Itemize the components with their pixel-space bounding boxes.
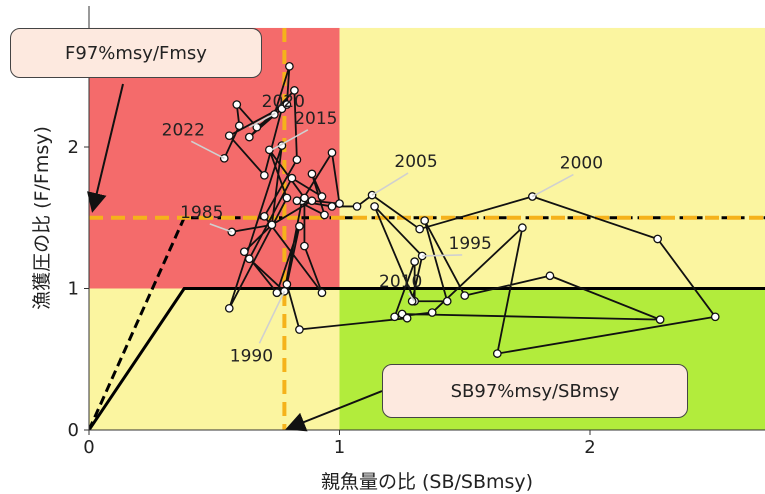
- trajectory-point: [234, 121, 244, 131]
- trajectory-point: [653, 234, 662, 244]
- zone-yellow-upper: [339, 27, 765, 289]
- trajectory-point: [232, 100, 242, 109]
- trajectory-point: [307, 196, 317, 206]
- trajectory-point: [239, 247, 249, 257]
- trajectory-point: [402, 313, 412, 323]
- trajectory-point: [259, 170, 269, 180]
- y-tick-label: 2: [68, 137, 79, 158]
- trajectory-point: [295, 221, 304, 231]
- trajectory-point: [282, 279, 292, 289]
- trajectory-point: [415, 224, 425, 234]
- trajectory-point: [317, 192, 327, 201]
- zone-yellow-lower: [89, 288, 340, 430]
- trajectory-point: [427, 308, 437, 317]
- trajectory-point: [320, 210, 329, 220]
- x-tick-label: 1: [334, 437, 345, 458]
- trajectory-point: [390, 312, 399, 322]
- trajectory-point: [267, 220, 277, 230]
- trajectory-point: [492, 349, 502, 358]
- trajectory-point: [224, 131, 234, 141]
- y-tick-label: 1: [68, 279, 79, 300]
- sb-ref-arrow: [285, 390, 383, 432]
- hcr-solid-line: [89, 287, 765, 430]
- trajectory-point: [272, 288, 282, 298]
- callout-arrows: [87, 83, 383, 432]
- trajectory-point: [287, 173, 297, 183]
- trajectory-point: [290, 86, 299, 95]
- trajectory-point: [545, 271, 555, 281]
- trajectory-point: [370, 202, 379, 211]
- year-label-leader: [532, 173, 574, 198]
- trajectory-point: [300, 241, 309, 251]
- trajectory-point: [259, 211, 269, 221]
- year-label-leader: [271, 129, 309, 151]
- f-ref-callout: F97%msy/Fmsy: [10, 28, 262, 78]
- trajectory-point: [307, 169, 317, 179]
- year-label-leader: [258, 290, 286, 344]
- trajectory-point: [655, 315, 665, 324]
- trajectory-point: [352, 202, 362, 211]
- trajectory-point: [460, 291, 470, 300]
- year-label-leader: [248, 112, 276, 128]
- sb-ref-callout: SB97%msy/SBmsy: [382, 364, 688, 418]
- trajectory-point: [327, 148, 337, 158]
- trajectory-point: [224, 303, 234, 313]
- year-label: 2015: [294, 109, 337, 129]
- x-axis-title: 親魚量の比 (SB/SBmsy): [321, 471, 533, 493]
- year-label-leader: [190, 140, 225, 160]
- trajectory-point: [335, 199, 344, 208]
- year-label: 2005: [394, 152, 437, 172]
- year-label: 2022: [162, 120, 205, 140]
- year-label: 1995: [449, 234, 492, 254]
- trajectory-point: [282, 100, 292, 109]
- year-label: 2020: [262, 92, 305, 112]
- year-label: 1985: [180, 203, 223, 223]
- trajectory-point: [280, 286, 289, 296]
- trajectory-point: [442, 296, 452, 306]
- year-label-leader: [371, 172, 409, 196]
- year-label-leader: [408, 292, 416, 302]
- trajectory-point: [292, 155, 302, 165]
- trajectory-point: [518, 223, 527, 233]
- trajectory-point: [282, 193, 292, 203]
- trajectory-point: [420, 216, 430, 225]
- stock-trajectory: [219, 61, 720, 358]
- axis-ticks: 0 1 2 0 1 2: [68, 137, 596, 458]
- trajectory-point: [317, 288, 327, 298]
- reference-lines: [89, 27, 765, 430]
- trajectory-point: [295, 325, 304, 334]
- x-tick-label: 2: [584, 437, 595, 458]
- trajectory-point: [327, 202, 337, 211]
- trajectory-point: [410, 257, 419, 266]
- trajectory-point: [285, 61, 294, 71]
- trajectory-point: [244, 132, 254, 142]
- trajectory-point: [710, 312, 720, 322]
- trajectory-point: [292, 196, 302, 206]
- f-ref-arrow: [87, 83, 124, 213]
- year-label-leader: [422, 254, 463, 257]
- year-label-leader: [209, 223, 233, 233]
- year-label: 1990: [230, 346, 273, 366]
- y-axis-title: 漁獲圧の比 (F/Fmsy): [31, 126, 53, 310]
- year-label: 2000: [560, 154, 603, 174]
- trajectory-point: [300, 193, 309, 203]
- x-tick-label: 0: [83, 437, 94, 458]
- year-label: 2010: [379, 272, 422, 292]
- y-tick-label: 0: [68, 420, 79, 441]
- trajectory-point: [244, 254, 254, 264]
